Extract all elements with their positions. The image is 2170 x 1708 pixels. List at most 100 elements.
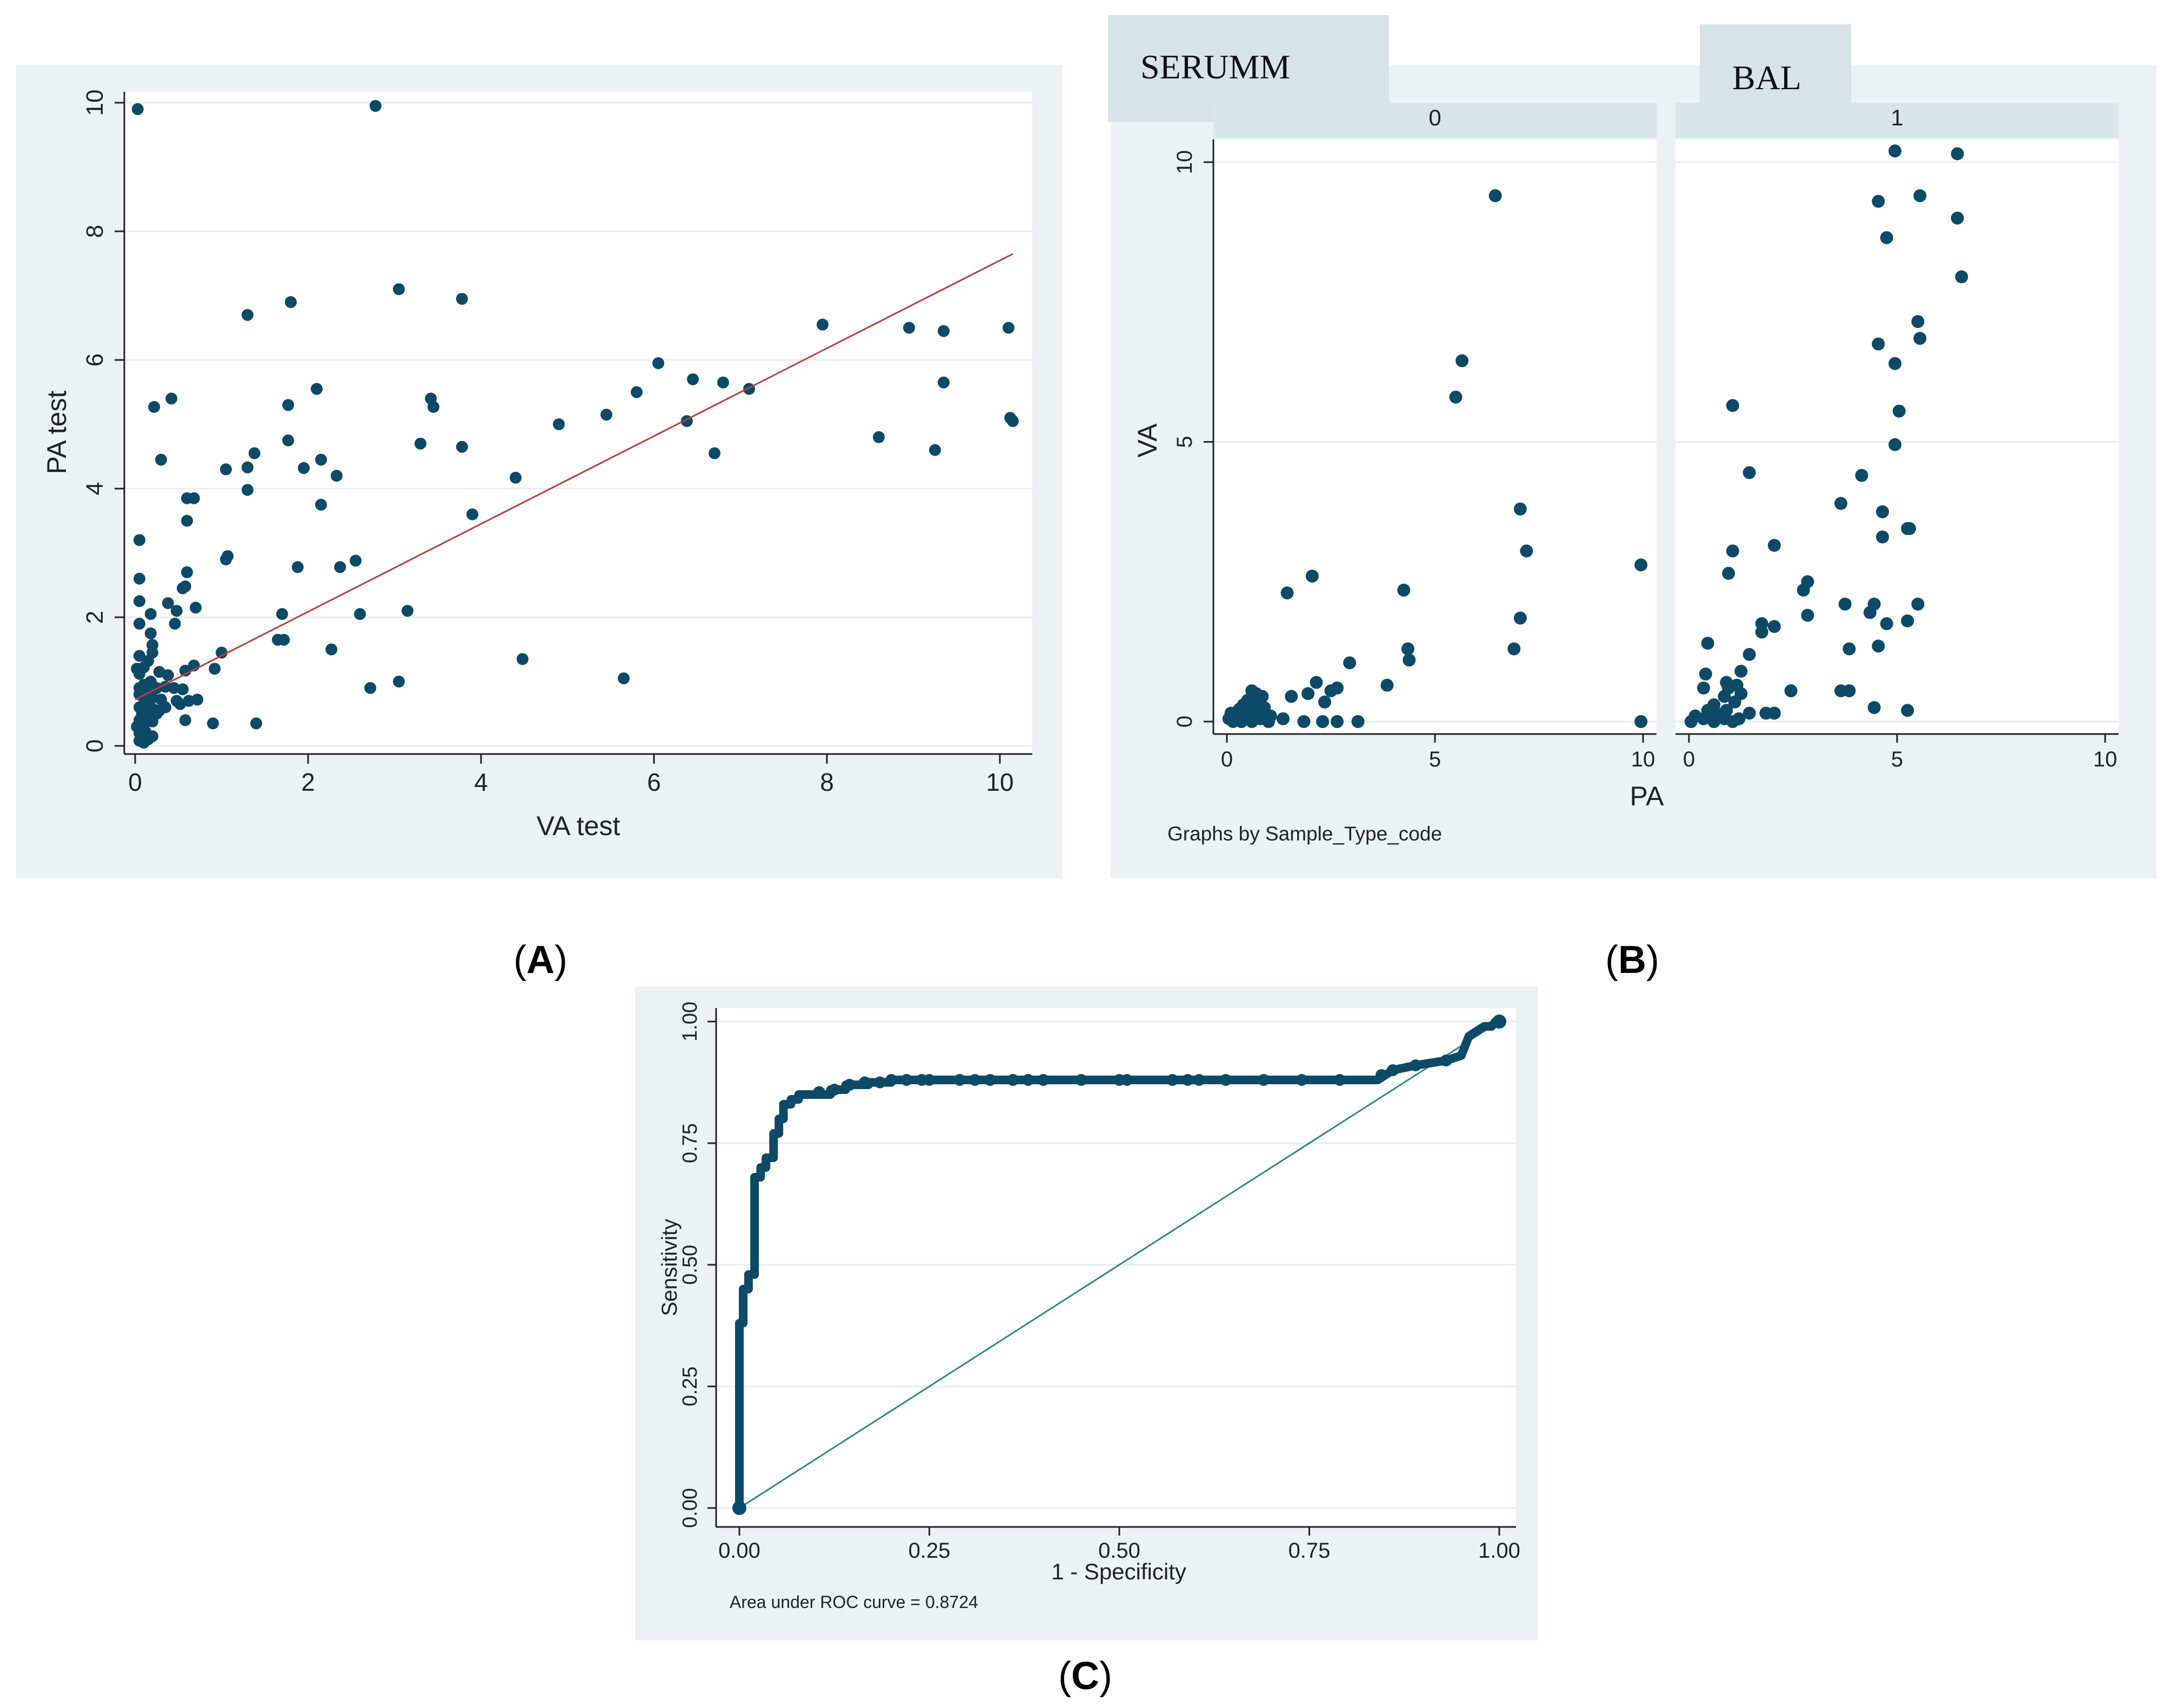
panel-a-data-point xyxy=(415,437,426,450)
facet-1-data-point xyxy=(1842,684,1856,698)
facet-0-data-point xyxy=(1324,684,1338,698)
panel-a-data-point xyxy=(393,676,405,688)
panel-c-roc-point xyxy=(1440,1055,1452,1066)
panel-a-data-point xyxy=(165,392,178,405)
panel-c-roc-point xyxy=(953,1074,966,1086)
panel-a-data-point xyxy=(162,597,174,609)
panel-a-data-point xyxy=(169,617,181,630)
facet-0-data-point xyxy=(1343,656,1357,670)
panel-a-data-point xyxy=(282,434,295,446)
panel-a-data-point xyxy=(191,693,204,706)
facet-1-data-point xyxy=(1797,583,1810,597)
panel-c: 0.00 0.25 0.50 0.75 1.00 0.00 0.25 0.50 0.75 1.00… xyxy=(635,986,1538,1640)
facet-1-data-point xyxy=(1742,648,1756,661)
facet-0-data-point xyxy=(1297,715,1311,728)
panel-b-ticks: 0 5 10 0 5 10 0 5 10 xyxy=(1173,150,2117,771)
facet-1-data-point xyxy=(1911,315,1925,328)
panel-a-data-point xyxy=(142,733,154,746)
facet-strip-0-label: 0 xyxy=(1428,105,1441,130)
facet-0-data-point xyxy=(1276,712,1290,725)
panel-a-data-point xyxy=(298,462,310,474)
facet-0-data-point xyxy=(1318,695,1331,709)
panel-c-roc-point xyxy=(885,1074,898,1086)
panel-a-data-point xyxy=(133,534,145,546)
panel-b-x-tick-label: 10 xyxy=(2093,748,2118,771)
panel-c-roc-point xyxy=(1333,1074,1346,1086)
panel-a-data-point xyxy=(717,376,729,389)
panel-a-data-point xyxy=(133,650,145,662)
facet-1-data-point xyxy=(1767,538,1781,552)
facet-1-data-point xyxy=(1911,597,1925,611)
panel-a-data-point xyxy=(929,444,941,456)
panel-a-data-point xyxy=(743,383,755,395)
facet-1-data-point xyxy=(1732,712,1746,725)
facet-1-data-point xyxy=(1951,147,1964,161)
panel-a-data-point xyxy=(600,409,612,421)
panel-c-roc-point xyxy=(1376,1069,1388,1081)
panel-a-plot-area xyxy=(124,92,1032,754)
panel-a-data-point xyxy=(131,103,144,115)
panel-b-y-tick-label: 0 xyxy=(1173,716,1197,728)
panel-a-y-tick-label: 10 xyxy=(82,90,108,116)
panel-c-roc-point xyxy=(843,1079,856,1091)
panel-a-data-point xyxy=(652,357,664,369)
panel-a-data-point xyxy=(177,582,189,595)
panel-a-data-point xyxy=(516,653,529,665)
facet-0-data-point xyxy=(1401,642,1414,656)
panel-c-roc-endpoint xyxy=(1492,1015,1506,1029)
panel-c-y-tick-label: 0.50 xyxy=(679,1245,702,1285)
panel-a-data-point xyxy=(250,717,262,730)
facet-1-data-point xyxy=(1838,597,1852,611)
panel-c-roc-point xyxy=(1410,1059,1422,1071)
facet-0-plot-area xyxy=(1213,139,1657,734)
panel-a-data-point xyxy=(207,717,219,730)
panel-a-data-point xyxy=(144,608,157,621)
facet-0-data-point xyxy=(1507,642,1521,656)
panel-c-roc-point xyxy=(1022,1074,1034,1086)
panel-a-data-point xyxy=(148,401,161,413)
facet-0-data-point xyxy=(1513,502,1527,516)
panel-a-data-point xyxy=(181,566,193,578)
facet-tab-serumm-label: SERUMM xyxy=(1140,48,1290,86)
panel-c-roc-point xyxy=(1387,1064,1399,1076)
panel-a-y-tick-label: 8 xyxy=(82,225,108,238)
panel-a-data-point xyxy=(181,515,193,527)
facet-1-data-point xyxy=(1892,404,1906,418)
panel-a-data-point xyxy=(687,373,699,385)
panel-c-y-tick-label: 1.00 xyxy=(679,1002,702,1042)
facet-1-data-point xyxy=(1872,639,1885,653)
facet-1-data-point xyxy=(1901,704,1914,717)
panel-a-data-point xyxy=(133,595,145,608)
facet-0-data-point xyxy=(1280,586,1294,599)
facet-0-data-point xyxy=(1380,678,1394,692)
panel-a-caption: (A) xyxy=(513,938,567,982)
panel-a-data-point xyxy=(393,283,405,296)
panel-a-data-point xyxy=(618,672,630,685)
facet-0-data-point xyxy=(1634,558,1648,572)
panel-c-roc-point xyxy=(813,1086,825,1098)
panel-a-data-point xyxy=(220,463,232,476)
panel-a: 0 2 4 6 8 10 0 2 4 6 8 10 VA test PA test xyxy=(16,65,1062,878)
facet-1-data-point xyxy=(1901,614,1914,628)
panel-b-y-tick-label: 10 xyxy=(1173,150,1197,175)
panel-a-data-point xyxy=(631,386,643,398)
panel-a-x-tick-label: 0 xyxy=(128,768,142,796)
panel-c-x-tick-label: 0.25 xyxy=(909,1539,951,1563)
facet-1-data-point xyxy=(1734,664,1748,678)
panel-a-data-point xyxy=(179,714,191,726)
panel-a-data-point xyxy=(133,572,145,585)
panel-c-roc-point xyxy=(984,1074,996,1086)
panel-a-data-point xyxy=(133,617,145,630)
panel-a-data-point xyxy=(369,99,382,112)
panel-a-data-point xyxy=(177,683,189,696)
facet-0-data-point xyxy=(1520,544,1533,558)
panel-a-x-tick-label: 6 xyxy=(647,768,661,796)
facet-0-data-point xyxy=(1231,712,1244,725)
facet-0-data-point xyxy=(1310,676,1323,689)
facet-strip-1-label: 1 xyxy=(1891,105,1903,130)
panel-a-y-axis-label: PA test xyxy=(42,391,72,475)
panel-a-fit-line xyxy=(135,253,1013,700)
panel-a-data-point xyxy=(190,602,202,614)
panel-a-data-point xyxy=(291,561,304,573)
panel-a-data-point xyxy=(248,447,261,459)
